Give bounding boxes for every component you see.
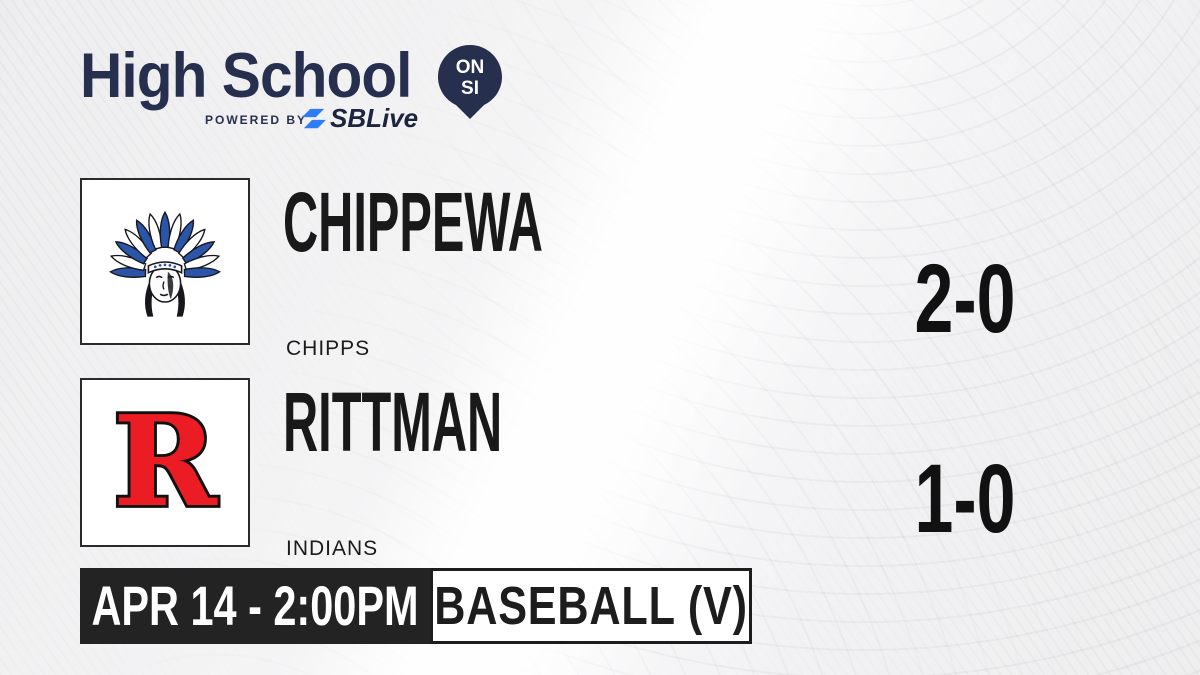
team1-name: CHIPPEWA (283, 175, 543, 269)
team2-name: RITTMAN (283, 375, 503, 469)
game-datetime-box: APR 14 - 2:00PM (80, 568, 430, 644)
game-sport: BASEBALL (V) (434, 576, 748, 636)
team2-record: 1-0 (914, 444, 1016, 553)
pin-text-on: ON (456, 57, 485, 78)
sblive-wordmark: SBLive (330, 103, 419, 133)
team1-logo-box (80, 178, 250, 345)
on-si-pin-icon: ON SI (438, 45, 502, 119)
team2-mascot: INDIANS (286, 537, 379, 560)
chippewa-chief-logo (109, 211, 221, 317)
team1-mascot: CHIPPS (286, 337, 371, 360)
team2-logo-box: R (80, 378, 250, 547)
rittman-r-logo: R (110, 386, 221, 538)
team1-record: 2-0 (914, 244, 1016, 353)
sblive-logo: SBLive (302, 103, 418, 134)
pin-text-si: SI (461, 78, 479, 99)
sblive-bolt-icon (302, 108, 326, 128)
powered-by-label: POWERED BY (205, 113, 308, 127)
rittman-letter: R (113, 389, 218, 535)
game-sport-box: BASEBALL (V) (430, 568, 752, 644)
brand-title: High School (80, 41, 412, 111)
game-datetime: APR 14 - 2:00PM (91, 574, 419, 637)
